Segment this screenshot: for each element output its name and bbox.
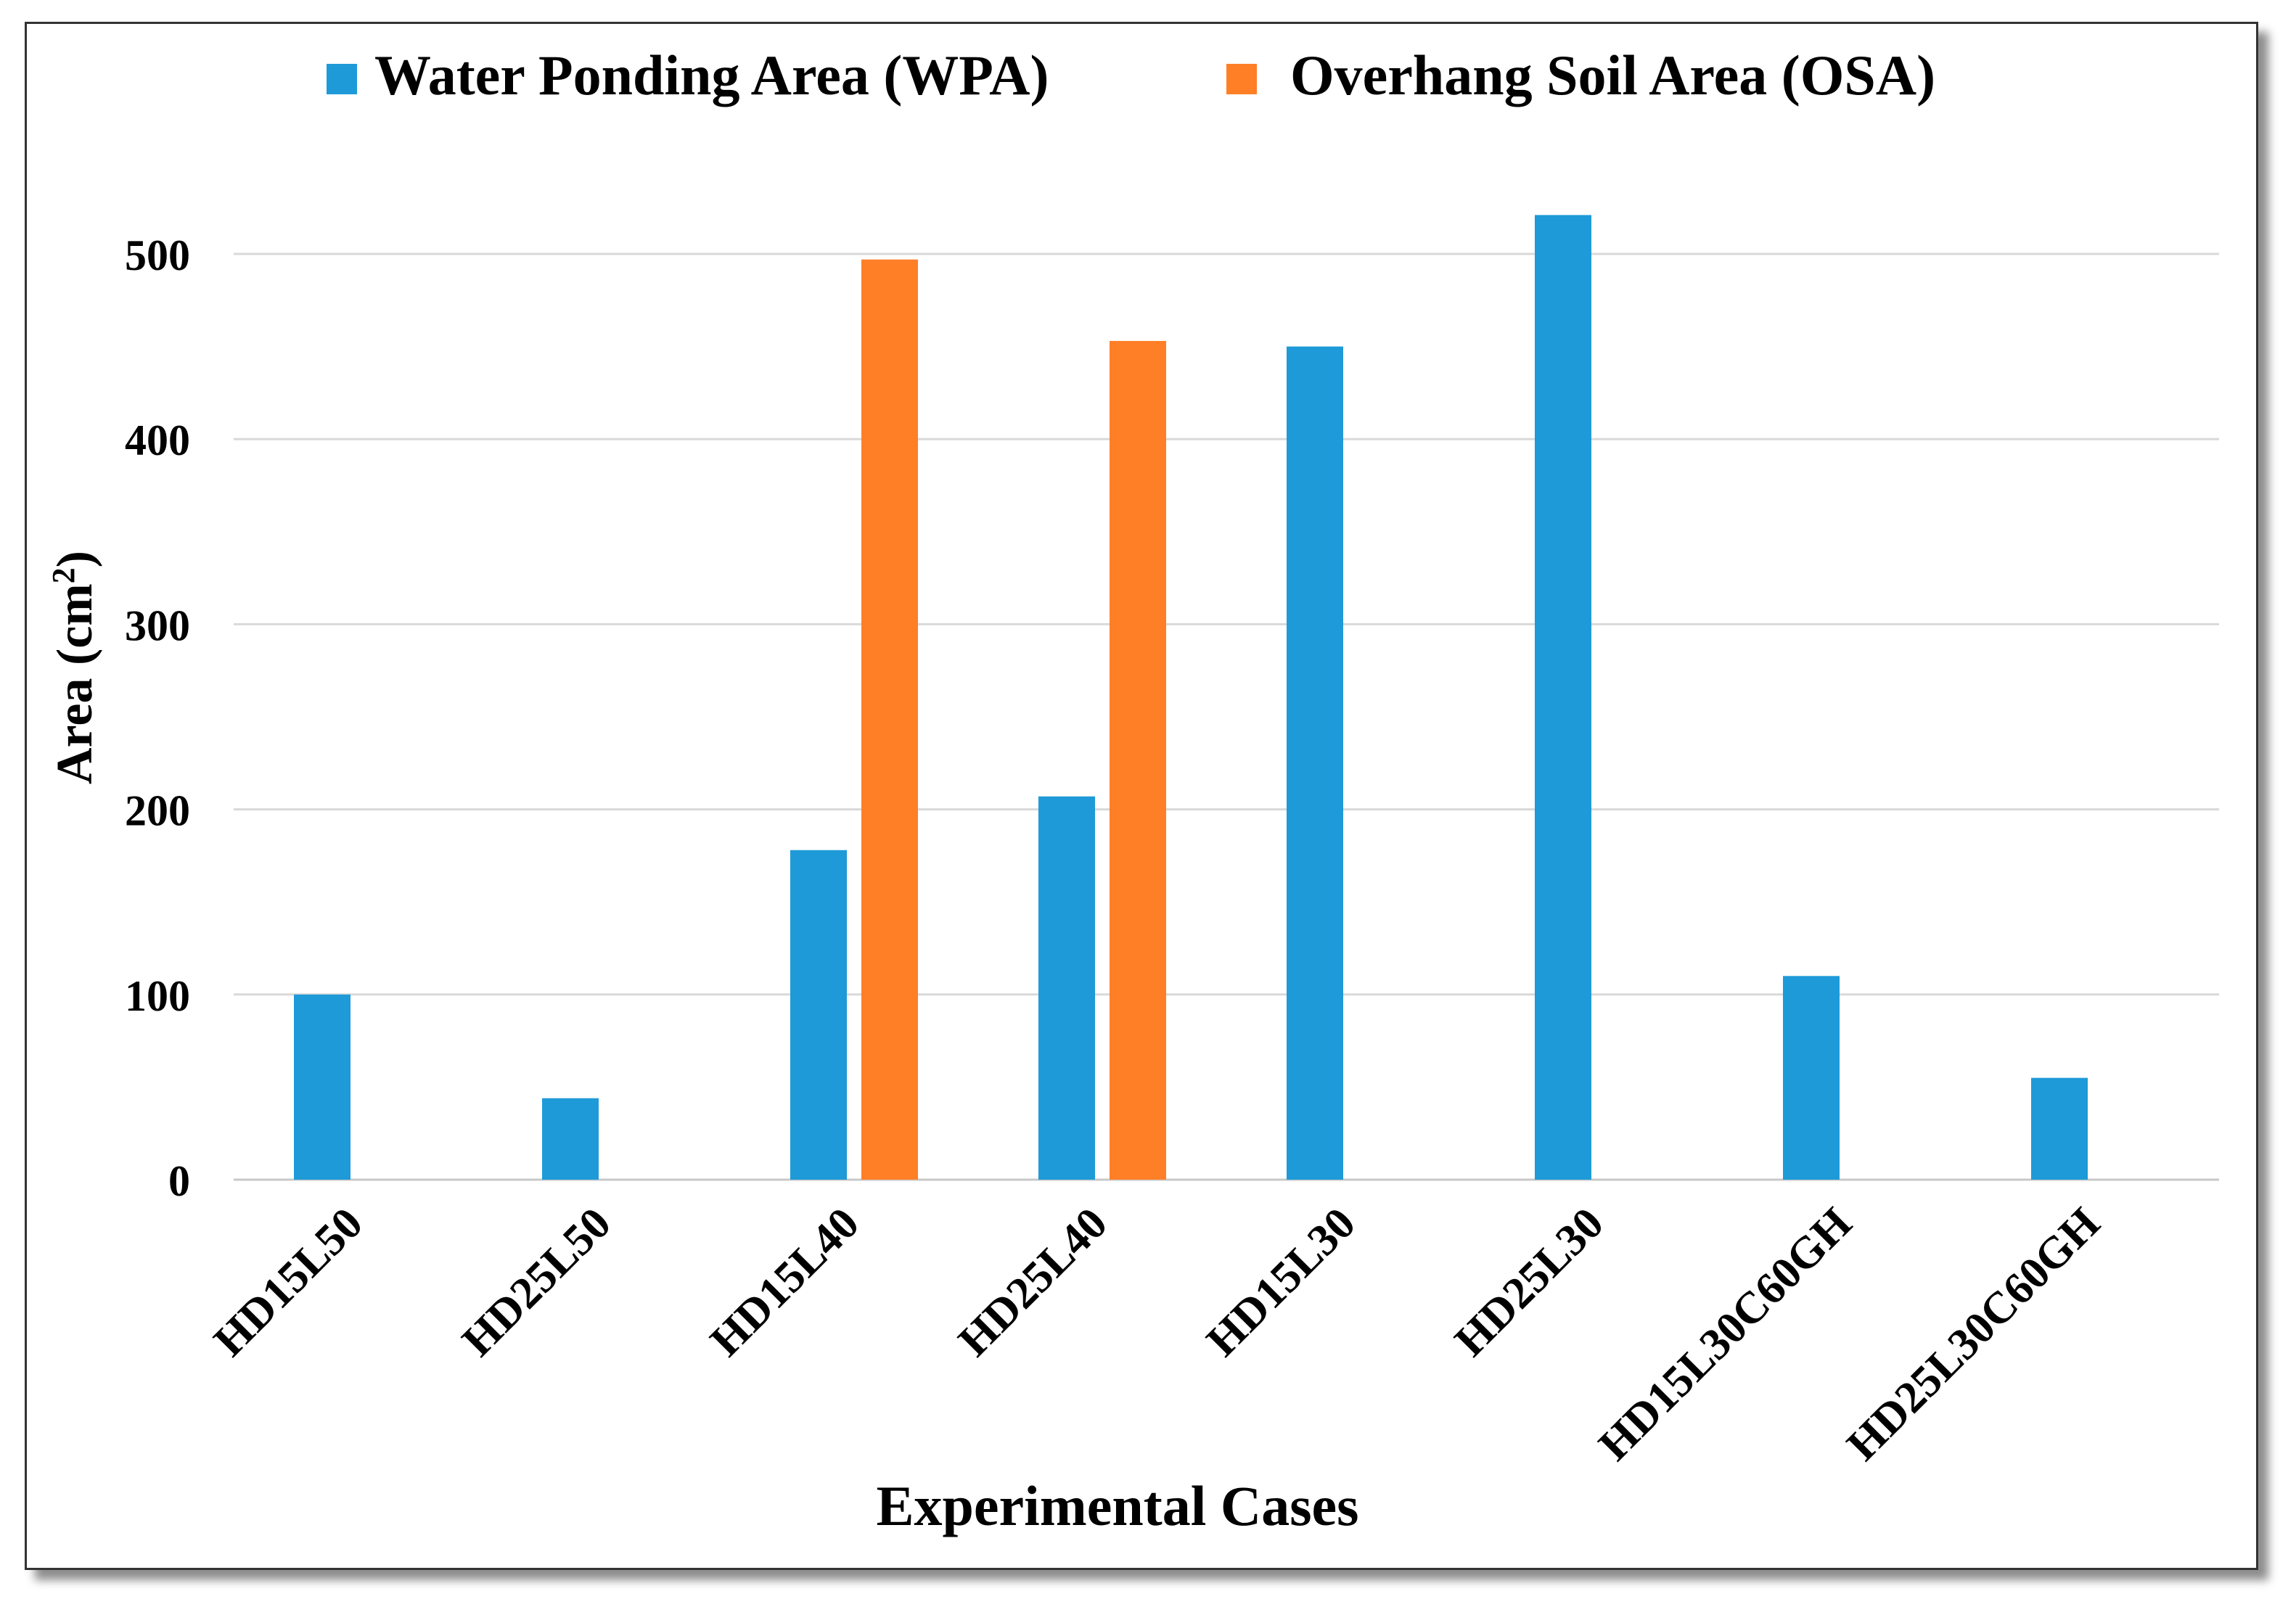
x-tick-labels: HD15L50 HD25L50 HD15L40 HD25L40 HD15L30 HD25L… [205,1199,2110,1470]
y-tick-label-0: 0 [168,1157,190,1205]
x-tick-label-hd25l30c60gh: HD25L30C60GH [1837,1199,2109,1470]
bar-hd25l40-osa [1110,340,1166,1180]
y-tick-label-100: 100 [125,972,190,1020]
legend: Water Ponding Area (WPA) Overhang Soil A… [327,44,1935,107]
x-tick-label-hd25l50: HD25L50 [453,1199,620,1366]
x-tick-label-hd25l40: HD25L40 [949,1199,1117,1366]
x-tick-label-hd15l30c60gh: HD15L30C60GH [1589,1199,1861,1470]
bar-hd25l30-wpa [1535,215,1591,1180]
y-tick-label-200: 200 [125,787,190,835]
legend-swatch-wpa [327,64,357,94]
y-axis-title: Area (cm2) [46,551,104,784]
gridlines [234,252,2219,1181]
bar-hd15l40-wpa [790,850,847,1180]
bars [294,215,2088,1180]
x-tick-label-hd15l30: HD15L30 [1197,1199,1365,1366]
bar-hd15l30-wpa [1287,346,1343,1180]
x-tick-label-hd15l50: HD15L50 [205,1199,372,1366]
y-axis-title-superscript: 2 [46,567,81,583]
legend-label-osa: Overhang Soil Area (OSA) [1290,44,1935,107]
bar-hd15l40-osa [861,259,918,1180]
bar-hd15l30c60gh-wpa [1783,976,1840,1180]
bar-hd25l40-wpa [1038,796,1095,1180]
y-tick-label-400: 400 [125,416,190,464]
y-tick-labels: 0 100 200 300 400 500 [125,231,190,1205]
y-tick-label-500: 500 [125,231,190,279]
x-axis-title: Experimental Cases [876,1474,1358,1537]
legend-label-wpa: Water Ponding Area (WPA) [374,44,1049,107]
bar-hd25l30c60gh-wpa [2031,1077,2088,1180]
bar-hd25l50-wpa [542,1098,599,1180]
y-axis-title-text: Area (cm [47,583,103,784]
x-tick-label-hd15l40: HD15L40 [701,1199,869,1366]
bar-hd15l50-wpa [294,994,350,1180]
legend-swatch-osa [1226,64,1257,94]
y-axis-title-close: ) [47,551,103,567]
y-tick-label-300: 300 [125,601,190,649]
x-tick-label-hd25l30: HD25L30 [1446,1199,1613,1366]
